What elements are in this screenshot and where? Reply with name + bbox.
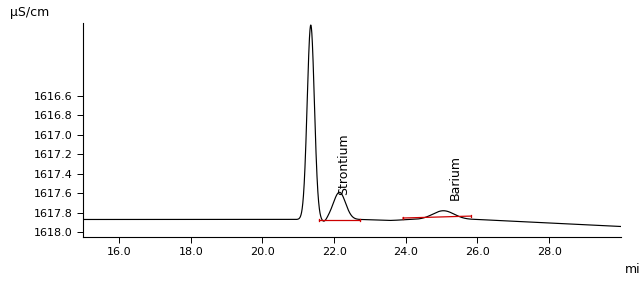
Y-axis label: μS/cm: μS/cm <box>10 6 49 19</box>
X-axis label: min: min <box>625 263 640 276</box>
Text: Strontium: Strontium <box>338 134 351 195</box>
Text: Barium: Barium <box>449 155 461 200</box>
